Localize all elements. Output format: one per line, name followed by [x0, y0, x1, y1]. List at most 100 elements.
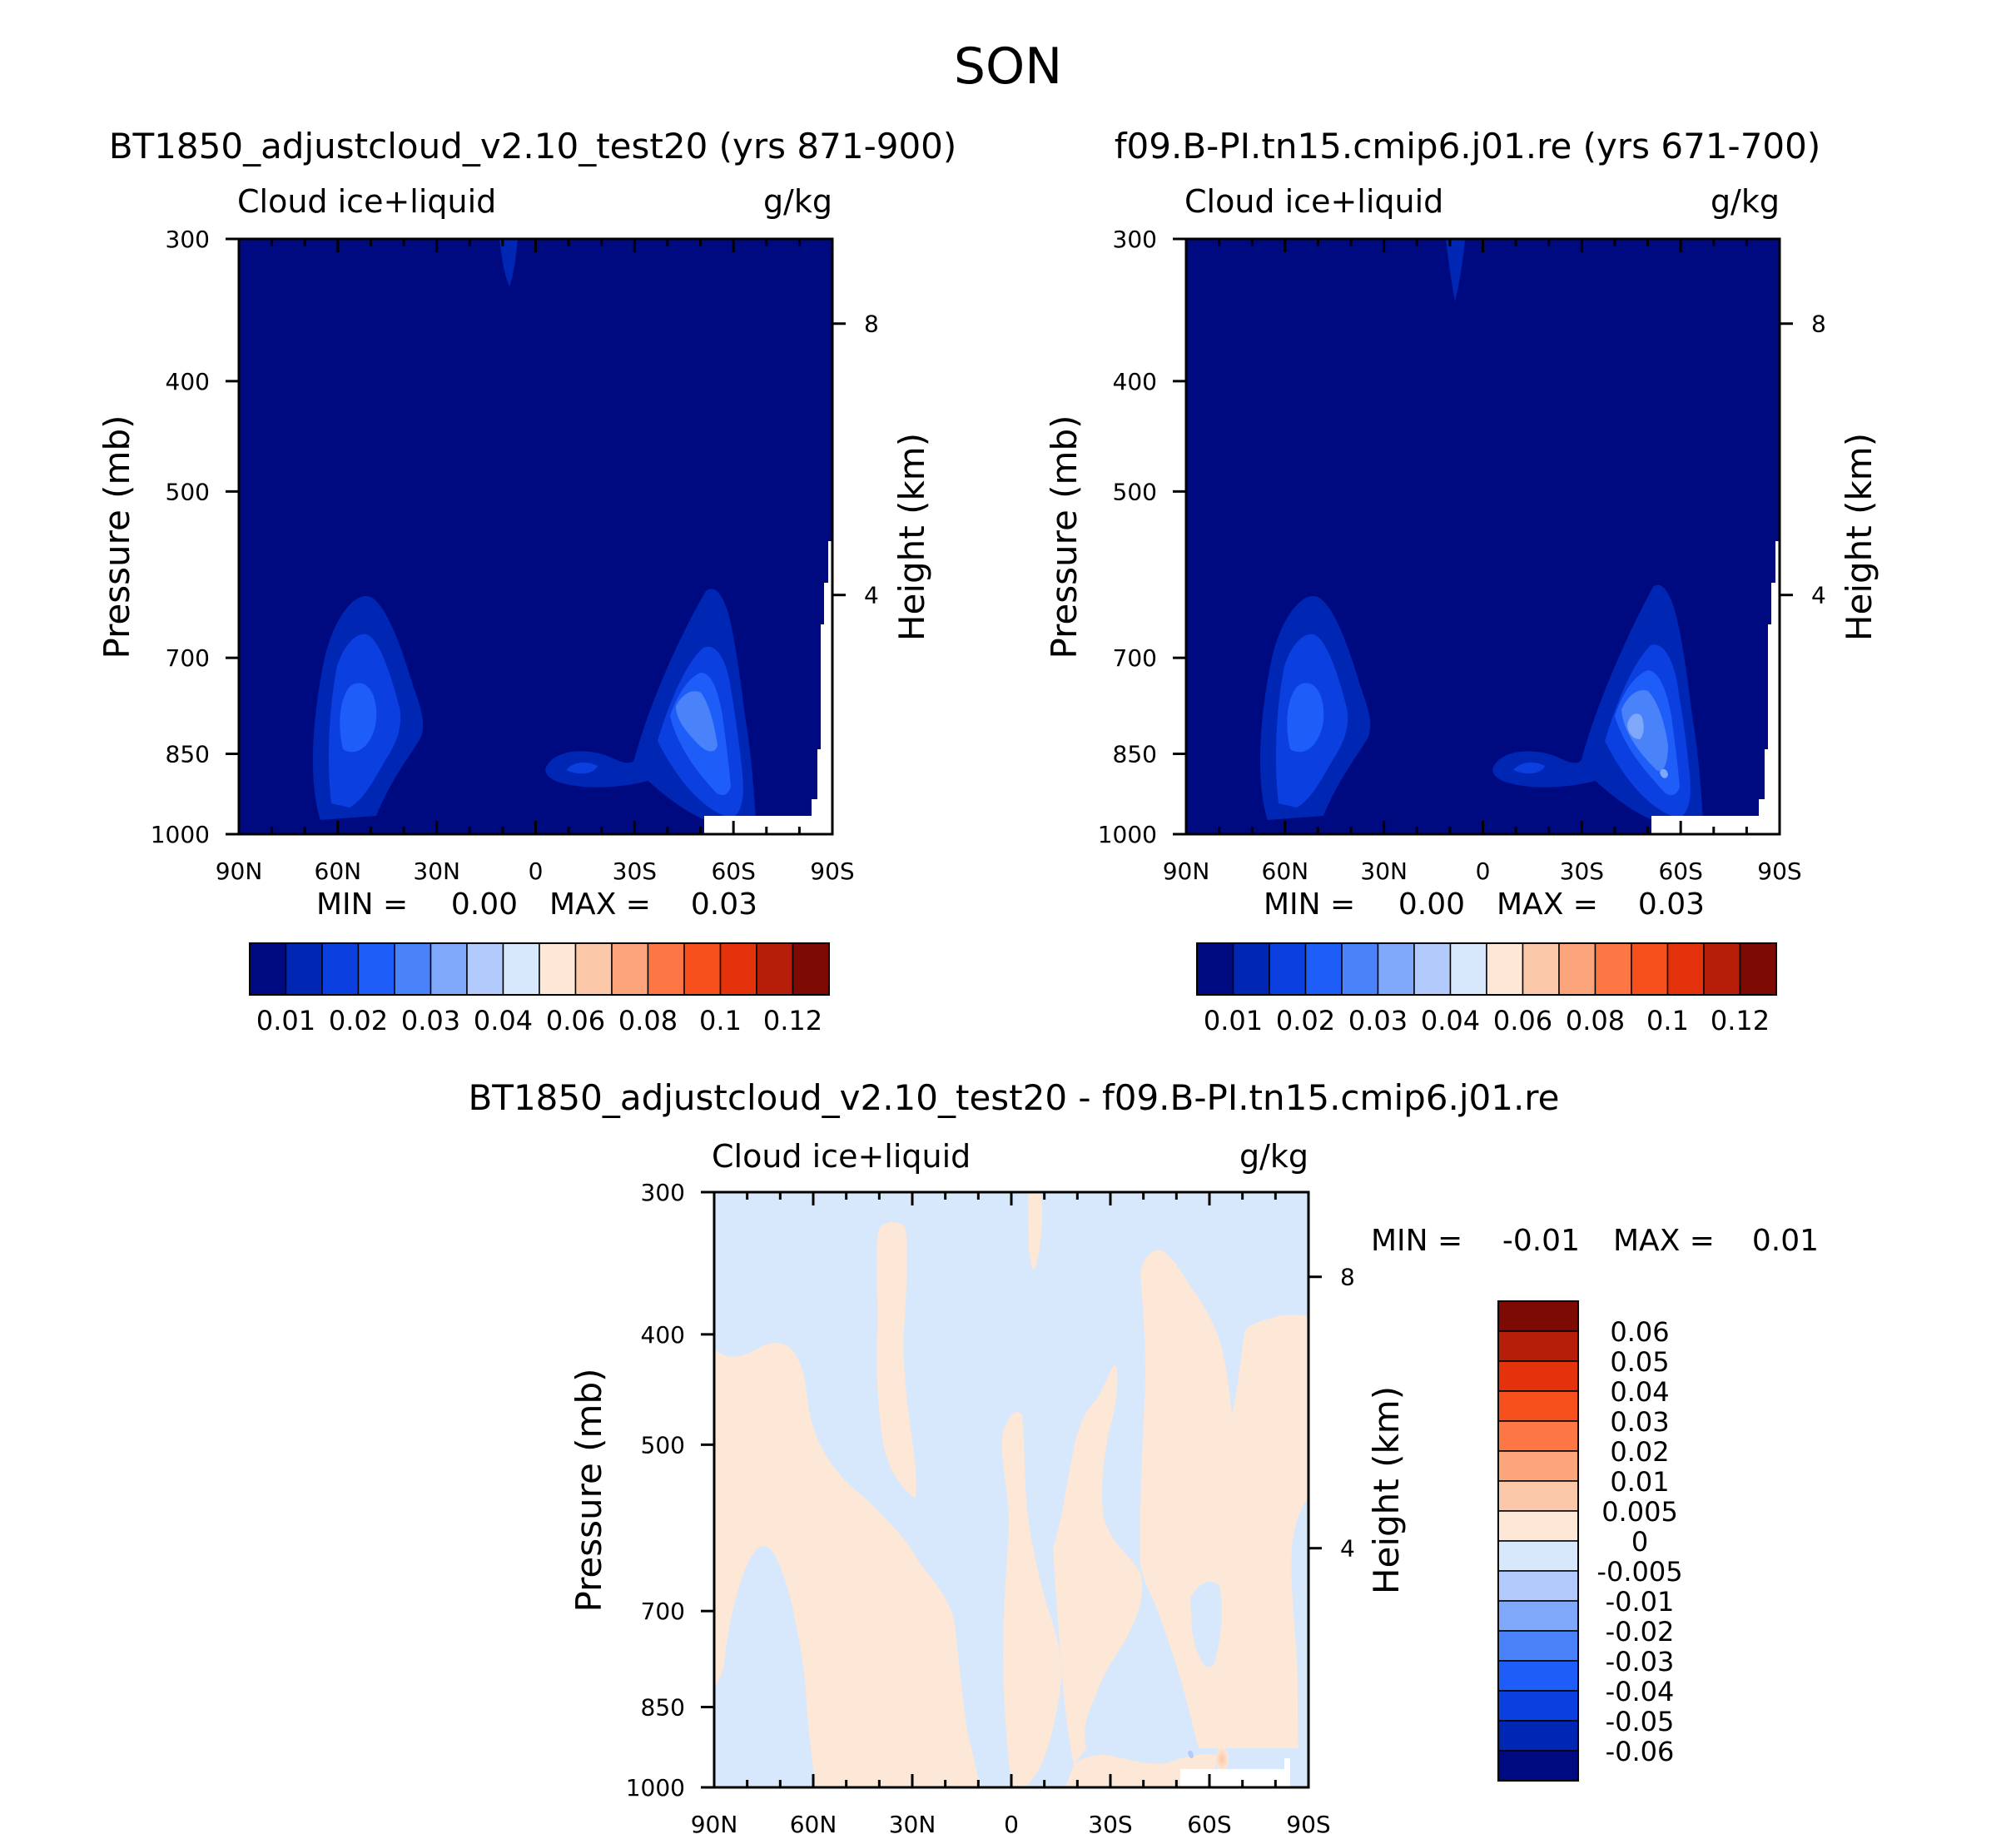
- colorbar-cell: [1196, 942, 1234, 996]
- panel-2-max-label: MAX =: [1497, 887, 1598, 922]
- colorbar-label: 0.12: [1711, 1005, 1770, 1036]
- x-tick-label: 90S: [1757, 857, 1801, 885]
- colorbar-cell: [1522, 942, 1560, 996]
- colorbar-label: -0.04: [1606, 1676, 1675, 1707]
- y-tick-label: 850: [166, 740, 210, 768]
- colorbar-cell: [285, 942, 323, 996]
- panel-3-positive-center-east: [1053, 1365, 1143, 1765]
- colorbar-label: 0.08: [1566, 1005, 1625, 1036]
- panel-1-plot: 90N 60N 30N 0 30S 60S 90S 300 400 500 700 850 1000 8…: [151, 226, 879, 885]
- colorbar-cell: [611, 942, 649, 996]
- panel-3-negative-south-patch: [1190, 1582, 1222, 1667]
- colorbar-label: 0.04: [1421, 1005, 1480, 1036]
- colorbar-label: -0.02: [1606, 1616, 1675, 1648]
- colorbar-label: 0.03: [401, 1005, 460, 1036]
- panel-3-max-value: 0.01: [1752, 1224, 1819, 1258]
- panel-1-northern-lobe: [312, 595, 424, 820]
- y-tick-label: 500: [166, 478, 210, 505]
- x-tick-label: 30S: [1560, 857, 1604, 885]
- colorbar-cell: [1497, 1540, 1579, 1572]
- colorbar-label: 0: [1631, 1526, 1648, 1558]
- panel-2-colorbar: 0.01 0.02 0.03 0.04 0.06 0.08 0.1 0.12: [1196, 942, 1777, 1036]
- y-tick-label: 400: [166, 368, 210, 395]
- y2-tick-label: 8: [1340, 1264, 1355, 1291]
- panel-1-max-value: 0.03: [691, 887, 757, 922]
- panel-1-missing-data: [704, 541, 832, 834]
- colorbar-label: 0.04: [474, 1005, 533, 1036]
- y-tick-label: 850: [1113, 740, 1157, 768]
- y-tick-label: 300: [1113, 226, 1157, 253]
- x-tick-label: 60S: [1187, 1811, 1231, 1834]
- x-tick-label: 60N: [790, 1811, 837, 1834]
- colorbar-label: 0.08: [618, 1005, 678, 1036]
- colorbar-frame: [1497, 1300, 1579, 1782]
- colorbar-cell: [466, 942, 504, 996]
- panel-3-negative-spot: [1188, 1750, 1194, 1759]
- colorbar-label: -0.03: [1606, 1646, 1675, 1677]
- colorbar-cell: [1497, 1300, 1579, 1332]
- y2-tick-label: 8: [1811, 311, 1826, 338]
- panel-2-plot: 90N 60N 30N 0 30S 60S 90S 300 400 500 700 850 1000 8…: [1098, 226, 1826, 885]
- colorbar-cell: [1341, 942, 1379, 996]
- panel-3-positive-east: [1140, 1250, 1308, 1748]
- y2-tick-label: 4: [1340, 1535, 1355, 1563]
- panel-1-colorbar: 0.01 0.02 0.03 0.04 0.06 0.08 0.1 0.12: [249, 942, 830, 1036]
- panel-1-x-ticks: 90N 60N 30N 0 30S 60S 90S: [216, 239, 855, 885]
- panel-3-ylabel: Pressure (mb): [569, 1368, 609, 1612]
- panel-3-positive-south-bottom: [1065, 1754, 1215, 1787]
- x-tick-label: 60N: [1262, 857, 1309, 885]
- colorbar-label: 0.04: [1610, 1376, 1669, 1408]
- panel-1-units: g/kg: [763, 183, 832, 220]
- colorbar-label: -0.05: [1606, 1706, 1675, 1737]
- y-tick-label: 400: [1113, 368, 1157, 395]
- x-tick-label: 60N: [315, 857, 362, 885]
- panel-1-min-value: 0.00: [451, 887, 518, 922]
- x-tick-label: 0: [1476, 857, 1491, 885]
- colorbar-cell: [1497, 1630, 1579, 1662]
- x-tick-label: 90N: [216, 857, 263, 885]
- x-tick-label: 90S: [1286, 1811, 1330, 1834]
- panel-2-southern-lobe: [1580, 584, 1703, 824]
- panel-2-x-ticks: 90N 60N 30N 0 30S 60S 90S: [1163, 239, 1802, 885]
- colorbar-cell: [1497, 1360, 1579, 1392]
- colorbar-cell: [1497, 1570, 1579, 1602]
- panel-3-max-label: MAX =: [1613, 1224, 1715, 1258]
- colorbar-frame: [249, 942, 830, 996]
- colorbar-label: 0.05: [1610, 1346, 1669, 1378]
- panel-2-min-label: MIN =: [1264, 887, 1355, 922]
- x-tick-label: 0: [529, 857, 544, 885]
- colorbar-label: 0.03: [1348, 1005, 1408, 1036]
- y-tick-label: 1000: [151, 821, 210, 848]
- colorbar-cell: [1497, 1600, 1579, 1632]
- x-tick-label: 30S: [613, 857, 657, 885]
- colorbar-cell: [1631, 942, 1669, 996]
- colorbar-label: 0.02: [329, 1005, 388, 1036]
- panel-2-title: f09.B-PI.tn15.cmip6.j01.re (yrs 671-700): [1115, 126, 1821, 167]
- colorbar-cell: [1497, 1480, 1579, 1512]
- panel-1-upper-tongue: [499, 239, 518, 286]
- panel-3-positive-spot: [1215, 1747, 1229, 1771]
- colorbar-cell: [1497, 1450, 1579, 1482]
- x-tick-label: 30N: [889, 1811, 936, 1834]
- y-tick-label: 300: [641, 1179, 685, 1206]
- x-tick-label: 0: [1004, 1811, 1019, 1834]
- colorbar-cell: [1497, 1390, 1579, 1422]
- panel-3-y-ticks: 300 400 500 700 850 1000 8 4: [626, 1179, 1355, 1802]
- panel-3-colorbar: 0.060.050.040.030.020.010.0050-0.005-0.0…: [1497, 1300, 1683, 1782]
- panel-2-tropical-spot: [1492, 724, 1613, 788]
- x-tick-label: 30S: [1088, 1811, 1132, 1834]
- panel-3-plot: 90N 60N 30N 0 30S 60S 90S 300 400 500 700 850 1000 8…: [626, 1179, 1355, 1834]
- colorbar-label: 0.06: [1493, 1005, 1552, 1036]
- colorbar-label: 0.1: [699, 1005, 742, 1036]
- colorbar-cell: [719, 942, 757, 996]
- panel-3-variable: Cloud ice+liquid: [712, 1138, 971, 1175]
- y-tick-label: 850: [641, 1693, 685, 1721]
- colorbar-cell: [1497, 1420, 1579, 1452]
- y2-tick-label: 4: [1811, 582, 1826, 609]
- panel-2-upper-tongue: [1446, 239, 1465, 301]
- panel-2-variable: Cloud ice+liquid: [1184, 183, 1443, 220]
- colorbar-cell: [756, 942, 794, 996]
- colorbar-label: -0.005: [1596, 1556, 1682, 1588]
- colorbar-cell: [1594, 942, 1632, 996]
